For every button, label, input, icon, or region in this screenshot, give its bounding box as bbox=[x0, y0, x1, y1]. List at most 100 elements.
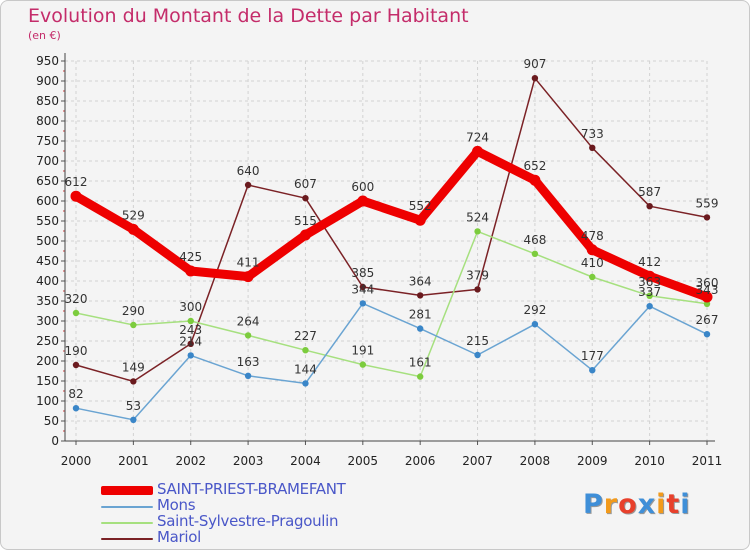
series-layer bbox=[70, 75, 713, 423]
data-point bbox=[474, 351, 481, 359]
data-point bbox=[646, 292, 653, 299]
x-tick-label: 2005 bbox=[348, 454, 379, 468]
logo-letter: x bbox=[637, 489, 657, 520]
x-tick-label: 2002 bbox=[175, 454, 206, 468]
data-point bbox=[242, 271, 254, 283]
data-label: 515 bbox=[294, 214, 317, 228]
data-label: 364 bbox=[409, 274, 432, 288]
y-tick-label: 450 bbox=[36, 254, 59, 268]
data-label: 344 bbox=[351, 282, 374, 296]
data-point bbox=[72, 361, 80, 369]
data-point bbox=[302, 347, 309, 354]
data-point bbox=[244, 372, 252, 379]
y-tick-label: 250 bbox=[36, 334, 59, 348]
data-point bbox=[130, 378, 137, 385]
legend-swatch bbox=[101, 522, 153, 524]
logo-letter: o bbox=[618, 489, 638, 520]
data-label: 214 bbox=[179, 334, 202, 348]
data-label: 612 bbox=[65, 175, 88, 189]
data-point bbox=[185, 265, 197, 277]
data-point bbox=[359, 300, 367, 307]
y-tick-label: 400 bbox=[36, 274, 59, 288]
data-point bbox=[589, 273, 596, 281]
data-label: 412 bbox=[638, 255, 661, 269]
data-label: 529 bbox=[122, 208, 145, 222]
data-point bbox=[646, 203, 653, 210]
data-point bbox=[244, 181, 252, 189]
y-tick-label: 500 bbox=[36, 234, 59, 248]
y-tick-label: 150 bbox=[36, 374, 59, 388]
data-point bbox=[416, 292, 424, 299]
data-point bbox=[701, 291, 713, 303]
data-label: 524 bbox=[466, 210, 489, 224]
data-point bbox=[703, 214, 711, 221]
data-label: 559 bbox=[696, 196, 719, 210]
data-point bbox=[187, 352, 194, 359]
y-tick-label: 800 bbox=[36, 114, 59, 128]
data-point bbox=[586, 244, 598, 256]
data-point bbox=[644, 270, 656, 282]
data-point bbox=[589, 144, 596, 151]
data-point bbox=[72, 309, 80, 317]
legend-label: SAINT-PRIEST-BRAMEFANT bbox=[157, 480, 346, 498]
proxiti-logo: Proxiti bbox=[583, 489, 691, 520]
y-tick-label: 100 bbox=[36, 394, 59, 408]
y-tick-label: 350 bbox=[36, 294, 59, 308]
data-label: 385 bbox=[351, 266, 374, 280]
data-point bbox=[357, 195, 369, 207]
chart-title: Evolution du Montant de la Dette par Hab… bbox=[28, 5, 469, 27]
data-point bbox=[414, 214, 426, 226]
x-tick-label: 2010 bbox=[634, 454, 665, 468]
grid bbox=[65, 60, 708, 442]
data-labels: 190 149 243 640 607 385 364 379 907 733 587 559 320 2… bbox=[65, 57, 719, 413]
legend-swatch bbox=[101, 506, 153, 508]
data-label: 177 bbox=[581, 349, 604, 363]
data-label: 267 bbox=[696, 313, 719, 327]
data-label: 190 bbox=[65, 344, 88, 358]
data-point bbox=[127, 223, 139, 235]
data-point bbox=[472, 145, 484, 157]
data-label: 360 bbox=[696, 276, 719, 290]
data-point bbox=[299, 229, 311, 241]
y-tick-label: 750 bbox=[36, 134, 59, 148]
y-tick-label: 550 bbox=[36, 214, 59, 228]
legend-label: Mons bbox=[157, 496, 196, 514]
data-label: 337 bbox=[638, 285, 661, 299]
data-point bbox=[531, 250, 539, 257]
data-point bbox=[531, 75, 539, 82]
logo-letter: t bbox=[666, 489, 681, 520]
data-label: 640 bbox=[237, 164, 260, 178]
legend-swatch bbox=[101, 538, 153, 540]
data-label: 53 bbox=[126, 399, 141, 413]
data-label: 149 bbox=[122, 360, 145, 374]
data-label: 292 bbox=[523, 303, 546, 317]
logo-letter: P bbox=[583, 489, 604, 520]
logo-letter: i bbox=[656, 489, 667, 520]
data-point bbox=[416, 373, 424, 380]
series-line bbox=[71, 146, 712, 302]
data-point bbox=[187, 340, 194, 347]
data-point bbox=[589, 367, 596, 374]
data-point bbox=[72, 405, 80, 412]
y-tick-label: 600 bbox=[36, 194, 59, 208]
data-label: 243 bbox=[179, 323, 202, 337]
legend-label: Mariol bbox=[157, 528, 202, 546]
data-point bbox=[187, 317, 194, 325]
data-label: 411 bbox=[237, 256, 260, 270]
data-point bbox=[302, 195, 309, 202]
y-tick-label: 200 bbox=[36, 354, 59, 368]
data-label: 264 bbox=[237, 314, 260, 328]
data-label: 724 bbox=[466, 130, 489, 144]
data-label: 468 bbox=[523, 233, 546, 247]
data-point bbox=[359, 361, 367, 368]
data-label: 343 bbox=[696, 283, 719, 297]
data-label: 600 bbox=[351, 180, 374, 194]
data-label: 733 bbox=[581, 127, 604, 141]
data-label: 320 bbox=[65, 292, 88, 306]
data-label: 281 bbox=[409, 308, 432, 322]
data-label: 163 bbox=[237, 355, 260, 369]
x-tick-label: 2001 bbox=[118, 454, 149, 468]
data-point bbox=[703, 331, 711, 338]
